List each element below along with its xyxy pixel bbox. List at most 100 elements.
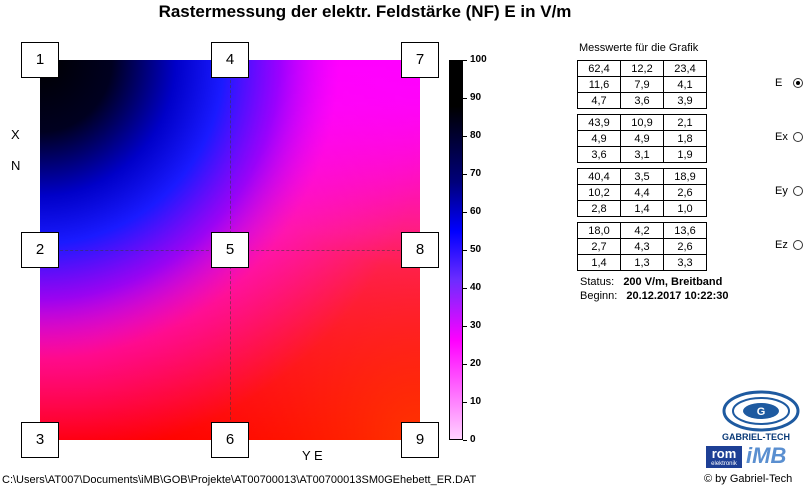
- measurement-cell: 2,7: [577, 238, 621, 255]
- table-row: 1,4 1,3 3,3: [577, 254, 707, 271]
- imb-logo: iMB: [746, 443, 787, 468]
- begin-row: Beginn: 20.12.2017 10:22:30: [580, 290, 729, 302]
- begin-value: 20.12.2017 10:22:30: [626, 290, 729, 302]
- copyright-byline: © by Gabriel-Tech: [704, 473, 793, 485]
- measurement-table-ez: 18,0 4,2 13,6 2,7 4,3 2,6 1,4 1,3 3,3: [577, 222, 707, 271]
- table-row: 43,9 10,9 2,1: [577, 114, 707, 131]
- component-label-ex: Ex: [775, 131, 788, 143]
- measurement-cell: 4,2: [620, 222, 664, 239]
- point-7[interactable]: 7: [401, 42, 439, 78]
- component-radio-ez[interactable]: [793, 240, 803, 250]
- measurement-cell: 1,4: [577, 254, 621, 271]
- measurement-cell: 2,1: [663, 114, 707, 131]
- measurement-cell: 3,3: [663, 254, 707, 271]
- measurement-cell: 4,9: [577, 130, 621, 147]
- scale-tick-mark: [463, 326, 467, 327]
- svg-text:G: G: [757, 406, 766, 418]
- measurement-cell: 3,6: [620, 92, 664, 109]
- measurement-cell: 10,2: [577, 184, 621, 201]
- scale-tick-mark: [463, 174, 467, 175]
- rom-elektronik-logo: rom elektronik: [706, 446, 742, 468]
- measurement-cell: 1,4: [620, 200, 664, 217]
- scale-tick-label: 80: [470, 130, 482, 141]
- measurement-cell: 23,4: [663, 60, 707, 77]
- measurement-cell: 18,0: [577, 222, 621, 239]
- point-1[interactable]: 1: [21, 42, 59, 78]
- color-scale-bar: [449, 60, 463, 440]
- table-row: 62,4 12,2 23,4: [577, 60, 707, 77]
- measurement-table-ey: 40,4 3,5 18,9 10,2 4,4 2,6 2,8 1,4 1,0: [577, 168, 707, 217]
- gabriel-tech-logo-icon: G: [722, 390, 800, 432]
- axis-ye-label: Y E: [302, 448, 323, 463]
- scale-tick-mark: [463, 440, 467, 441]
- scale-tick-mark: [463, 402, 467, 403]
- gabriel-tech-name: GABRIEL-TECH: [722, 432, 790, 442]
- measurement-cell: 4,9: [620, 130, 664, 147]
- measurement-cell: 10,9: [620, 114, 664, 131]
- measurement-table-e: 62,4 12,2 23,4 11,6 7,9 4,1 4,7 3,6 3,9: [577, 60, 707, 109]
- measurement-cell: 2,8: [577, 200, 621, 217]
- measurement-cell: 40,4: [577, 168, 621, 185]
- table-row: 18,0 4,2 13,6: [577, 222, 707, 239]
- scale-tick-mark: [463, 364, 467, 365]
- scale-tick-label: 30: [470, 320, 482, 331]
- rom-sub-text: elektronik: [711, 461, 737, 467]
- scale-tick-label: 90: [470, 92, 482, 103]
- measurement-cell: 11,6: [577, 76, 621, 93]
- point-6[interactable]: 6: [211, 422, 249, 458]
- point-2[interactable]: 2: [21, 232, 59, 268]
- table-row: 4,7 3,6 3,9: [577, 92, 707, 109]
- component-radio-ex[interactable]: [793, 132, 803, 142]
- table-row: 2,7 4,3 2,6: [577, 238, 707, 255]
- table-row: 4,9 4,9 1,8: [577, 130, 707, 147]
- measurement-cell: 1,8: [663, 130, 707, 147]
- status-value: 200 V/m, Breitband: [623, 276, 723, 288]
- point-8[interactable]: 8: [401, 232, 439, 268]
- scale-tick-mark: [463, 250, 467, 251]
- measurement-table-ex: 43,9 10,9 2,1 4,9 4,9 1,8 3,6 3,1 1,9: [577, 114, 707, 163]
- table-row: 3,6 3,1 1,9: [577, 146, 707, 163]
- component-radio-e[interactable]: [793, 78, 803, 88]
- component-radio-ey[interactable]: [793, 186, 803, 196]
- scale-tick-label: 100: [470, 54, 487, 65]
- measurement-cell: 4,4: [620, 184, 664, 201]
- axis-n-letter: N: [11, 158, 21, 173]
- point-5[interactable]: 5: [211, 232, 249, 268]
- measurement-cell: 2,6: [663, 238, 707, 255]
- point-9[interactable]: 9: [401, 422, 439, 458]
- measurement-cell: 1,3: [620, 254, 664, 271]
- measurement-cell: 18,9: [663, 168, 707, 185]
- measurement-cell: 3,5: [620, 168, 664, 185]
- scale-tick-label: 0: [470, 434, 476, 445]
- scale-tick-mark: [463, 60, 467, 61]
- measurement-cell: 1,0: [663, 200, 707, 217]
- measurement-cell: 4,1: [663, 76, 707, 93]
- measurement-cell: 12,2: [620, 60, 664, 77]
- scale-tick-label: 60: [470, 206, 482, 217]
- measurement-cell: 13,6: [663, 222, 707, 239]
- measurement-cell: 1,9: [663, 146, 707, 163]
- scale-tick-label: 50: [470, 244, 482, 255]
- point-3[interactable]: 3: [21, 422, 59, 458]
- table-row: 11,6 7,9 4,1: [577, 76, 707, 93]
- rom-text: rom: [711, 446, 737, 461]
- table-row: 2,8 1,4 1,0: [577, 200, 707, 217]
- scale-tick-mark: [463, 136, 467, 137]
- status-row: Status: 200 V/m, Breitband: [580, 276, 722, 288]
- point-4[interactable]: 4: [211, 42, 249, 78]
- component-label-ez: Ez: [775, 239, 788, 251]
- component-label-ey: Ey: [775, 185, 788, 197]
- measurement-cell: 3,6: [577, 146, 621, 163]
- scale-tick-mark: [463, 98, 467, 99]
- measurement-cell: 4,3: [620, 238, 664, 255]
- scale-tick-label: 10: [470, 396, 482, 407]
- measurement-cell: 3,9: [663, 92, 707, 109]
- scale-tick-label: 20: [470, 358, 482, 369]
- measurement-cell: 2,6: [663, 184, 707, 201]
- scale-tick-mark: [463, 288, 467, 289]
- status-label: Status:: [580, 276, 615, 288]
- measurement-cell: 7,9: [620, 76, 664, 93]
- measurement-cell: 62,4: [577, 60, 621, 77]
- table-row: 40,4 3,5 18,9: [577, 168, 707, 185]
- begin-label: Beginn:: [580, 290, 618, 302]
